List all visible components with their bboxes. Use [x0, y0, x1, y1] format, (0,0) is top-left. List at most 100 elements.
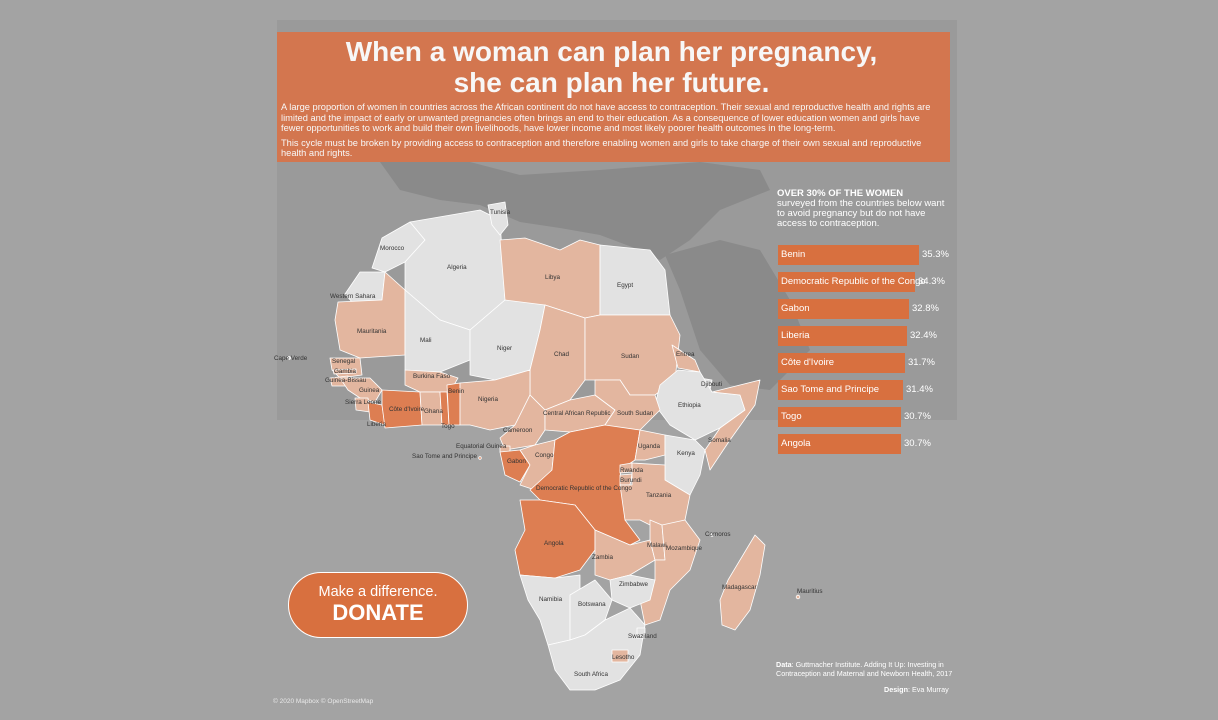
country-label: Angola	[544, 540, 564, 547]
intro-paragraph: A large proportion of women in countries…	[281, 102, 931, 134]
page-title: When a woman can plan her pregnancy, she…	[281, 36, 942, 98]
country-tunisia	[487, 201, 509, 236]
bar-value-label: 31.4%	[906, 384, 933, 395]
bar-value-label: 30.7%	[904, 411, 931, 422]
title-line-1: When a woman can plan her pregnancy,	[345, 36, 878, 67]
country-label: Morocco	[380, 245, 405, 252]
design-credit-text: : Eva Murray	[907, 685, 949, 694]
country-label: Western Sahara	[330, 293, 376, 300]
country-label: Mauritania	[357, 328, 387, 335]
bar	[778, 299, 909, 319]
country-label: Mali	[420, 337, 432, 344]
country-label: South Sudan	[617, 410, 654, 417]
country-label: Eritrea	[676, 351, 695, 358]
country-somalia	[704, 379, 761, 471]
bar-value-label: 32.4%	[910, 330, 937, 341]
country-label: Democratic Republic of the Congo	[536, 485, 632, 492]
middle-east-land	[665, 240, 810, 390]
bar	[778, 245, 919, 265]
country-label: Malawi	[647, 542, 667, 549]
country-kenya	[664, 434, 706, 496]
stat-headline: OVER 30% OF THE WOMEN	[777, 188, 904, 199]
bar-category-label: Liberia	[781, 330, 810, 341]
country-label: Namibia	[539, 596, 563, 603]
country-label: Central African Republic	[543, 410, 611, 417]
island-mauritius	[795, 594, 801, 600]
country-madagascar	[719, 534, 766, 631]
donate-tagline: Make a difference.	[318, 584, 438, 600]
country-uganda	[634, 429, 666, 461]
island-sao-tome	[478, 456, 482, 460]
country-label: Benin	[448, 388, 465, 395]
country-label: Gambia	[334, 368, 357, 375]
bar-value-label: 35.3%	[922, 249, 949, 260]
country-label: Zambia	[592, 554, 613, 561]
country-label: Tunisia	[490, 209, 511, 216]
country-label: Senegal	[332, 358, 355, 365]
country-label: Ethiopia	[678, 402, 701, 409]
country-label: Burkina Faso	[413, 373, 451, 380]
country-label: Mauritius	[797, 588, 823, 595]
bar-value-label: 34.3%	[918, 276, 945, 287]
bar-category-label: Benin	[781, 249, 806, 260]
country-label: Chad	[554, 351, 570, 358]
country-drc	[529, 424, 641, 546]
country-mozambique	[639, 519, 701, 626]
country-label: Liberia	[367, 421, 386, 428]
stat-heading: OVER 30% OF THE WOMEN surveyed from the …	[777, 189, 952, 229]
country-label: Cape Verde	[274, 355, 308, 362]
country-label: Algeria	[447, 264, 467, 271]
country-angola	[514, 499, 596, 579]
bar-value-label: 30.7%	[904, 438, 931, 449]
country-label: Sao Tome and Principe	[412, 453, 477, 460]
data-credit-text: : Guttmacher Institute. Adding It Up: In…	[776, 660, 953, 678]
data-credit: Data: Guttmacher Institute. Adding It Up…	[776, 660, 956, 678]
design-credit-label: Design	[884, 685, 908, 694]
country-label: Congo	[535, 452, 554, 459]
design-credit: Design: Eva Murray	[884, 685, 949, 694]
map-attribution[interactable]: © 2020 Mapbox © OpenStreetMap	[273, 698, 374, 705]
bar-value-label: 32.8%	[912, 303, 939, 314]
country-label: Gabon	[507, 458, 526, 465]
country-cameroon	[499, 394, 546, 451]
country-label: South Africa	[574, 671, 608, 678]
bar	[778, 353, 905, 373]
country-label: Tanzania	[646, 492, 672, 499]
country-label: Uganda	[638, 443, 661, 450]
donate-label: DONATE	[332, 600, 424, 625]
title-line-2: she can plan her future.	[453, 67, 770, 98]
country-label: Swaziland	[628, 633, 657, 640]
country-label: Kenya	[677, 450, 695, 457]
country-label: Niger	[497, 345, 512, 352]
country-swaziland	[636, 627, 646, 639]
island-comoros	[710, 533, 714, 537]
country-label: Zimbabwe	[619, 581, 649, 588]
country-label: Libya	[545, 274, 561, 281]
island-cape-verde	[287, 356, 291, 360]
country-cote-divoire	[381, 389, 423, 429]
bar-category-label: Angola	[781, 438, 811, 449]
country-label: Somalia	[708, 437, 731, 444]
title-banner: When a woman can plan her pregnancy, she…	[277, 32, 950, 162]
country-label: Equatorial Guinea	[456, 443, 507, 450]
country-label: Sierra Leone	[345, 399, 382, 406]
country-label: Burundi	[620, 477, 642, 484]
country-label: Madagascar	[722, 584, 757, 591]
country-label: Ghana	[424, 408, 443, 415]
country-south-africa	[547, 607, 646, 691]
bar-category-label: Côte d'Ivoire	[781, 357, 835, 368]
country-label: Djibouti	[701, 381, 722, 388]
country-label: Côte d'Ivoire	[389, 406, 425, 413]
country-label: Lesotho	[612, 654, 635, 661]
stat-subtext: surveyed from the countries below want t…	[777, 198, 945, 229]
country-guinea	[339, 377, 383, 403]
country-label: Guinea	[359, 387, 380, 394]
country-label: Sudan	[621, 353, 640, 360]
country-lesotho	[611, 649, 629, 663]
country-label: Guinea-Bissau	[325, 377, 367, 384]
bar	[778, 380, 903, 400]
donate-button[interactable]: Make a difference. DONATE	[288, 572, 468, 638]
country-label: Egypt	[617, 282, 633, 289]
country-label: Nigeria	[478, 396, 498, 403]
bar	[778, 407, 901, 427]
